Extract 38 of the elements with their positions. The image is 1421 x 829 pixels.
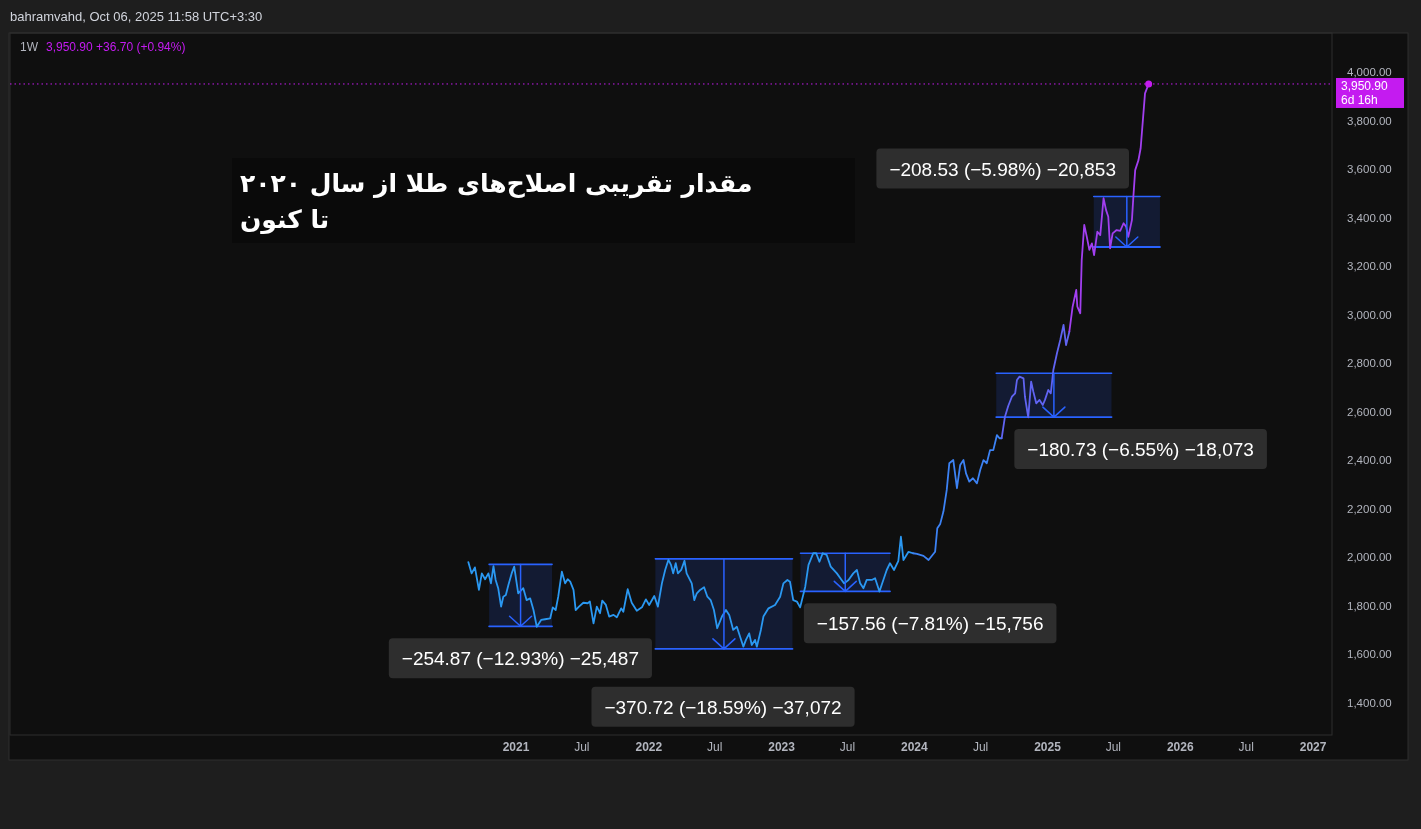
annotation: −157.56 (−7.81%) −15,756 (816, 613, 1044, 635)
x-tick-label: Jul (574, 740, 590, 754)
x-tick-label: 2027 (1299, 740, 1327, 754)
x-tick-label: 2026 (1166, 740, 1194, 754)
annotation: 3,950.90 +36.70 (+0.94%) (46, 40, 186, 54)
annotation: −370.72 (−18.59%) −37,072 (604, 696, 842, 718)
y-tick-label: 1,800.00 (1347, 599, 1392, 612)
ref-line-label: 3,950.90 (1341, 79, 1389, 94)
y-tick-label: 3,000.00 (1347, 308, 1392, 321)
text: 1W (20, 40, 39, 54)
x-tick-label: Jul (839, 740, 856, 754)
x-tick-label: 2023 (768, 740, 796, 754)
y-tick-label: 3,400.00 (1347, 211, 1392, 224)
x-tick-label: 2025 (1034, 740, 1062, 754)
x-tick-label: 2021 (502, 740, 530, 754)
y-tick-label: 1,400.00 (1347, 696, 1392, 709)
y-tick-label: 2,400.00 (1347, 454, 1392, 467)
y-tick-label: 2,800.00 (1347, 357, 1392, 370)
annotation: −254.87 (−12.93%) −25,487 (401, 648, 639, 670)
text: 6d 16h (1341, 93, 1378, 108)
y-tick-label: 1,600.00 (1347, 648, 1392, 661)
x-tick-label: Jul (1238, 740, 1254, 754)
x-tick-label: Jul (972, 740, 989, 754)
y-tick-label: 3,200.00 (1347, 260, 1392, 273)
y-tick-label: 2,000.00 (1347, 551, 1392, 564)
y-tick-label: 3,800.00 (1347, 114, 1392, 127)
y-tick-label: 3,600.00 (1347, 163, 1392, 176)
y-tick-label: 2,200.00 (1347, 502, 1392, 515)
x-tick-label: 2022 (635, 740, 663, 754)
annotation: −208.53 (−5.98%) −20,853 (889, 158, 1117, 180)
x-tick-label: 2024 (901, 740, 929, 754)
annotation: −180.73 (−6.55%) −18,073 (1027, 439, 1254, 461)
x-tick-label: Jul (706, 740, 723, 754)
x-tick-label: Jul (1105, 740, 1122, 754)
y-tick-label: 4,000.00 (1347, 66, 1392, 79)
title-text-box: مقدار تقریبی اصلاح‌های طلا از سال ۲۰۲۰ تا کنون (232, 158, 855, 243)
y-tick-label: 2,600.00 (1347, 405, 1392, 418)
text: bahramvahd, Oct 06, 2025 11:58 UTC+3:30 (10, 9, 263, 24)
